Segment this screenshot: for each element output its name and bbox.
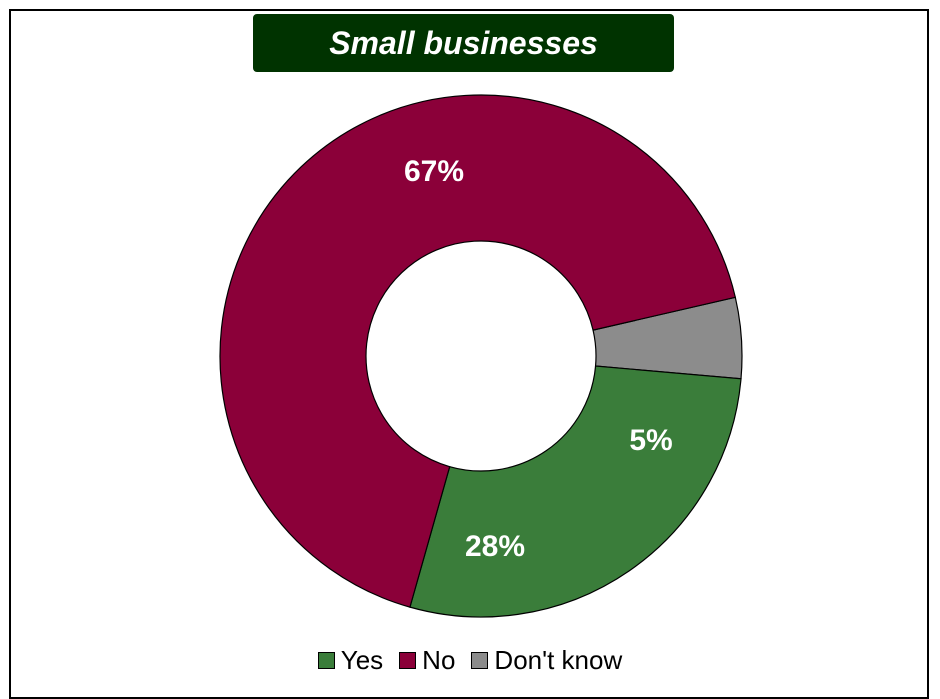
slice-label-dont-know: 5% — [629, 424, 672, 457]
legend-label-no: No — [422, 644, 456, 675]
slice-label-yes: 28% — [465, 530, 525, 563]
legend-swatch-dont-know — [471, 651, 489, 669]
legend-label-yes: Yes — [340, 644, 384, 675]
legend-item-no: No — [399, 645, 455, 676]
legend-swatch-yes — [317, 651, 335, 669]
chart-title-box: Small businesses — [253, 14, 674, 72]
legend-swatch-no — [399, 651, 417, 669]
slice-yes — [409, 365, 742, 618]
legend-item-dont-know: Don't know — [471, 645, 622, 676]
legend-label-dont-know: Don't know — [494, 644, 623, 675]
legend: Yes No Don't know — [0, 640, 940, 680]
chart-title: Small businesses — [329, 24, 598, 61]
legend-item-yes: Yes — [317, 644, 384, 676]
slice-label-no: 67% — [404, 155, 464, 188]
slice-no — [219, 94, 737, 608]
